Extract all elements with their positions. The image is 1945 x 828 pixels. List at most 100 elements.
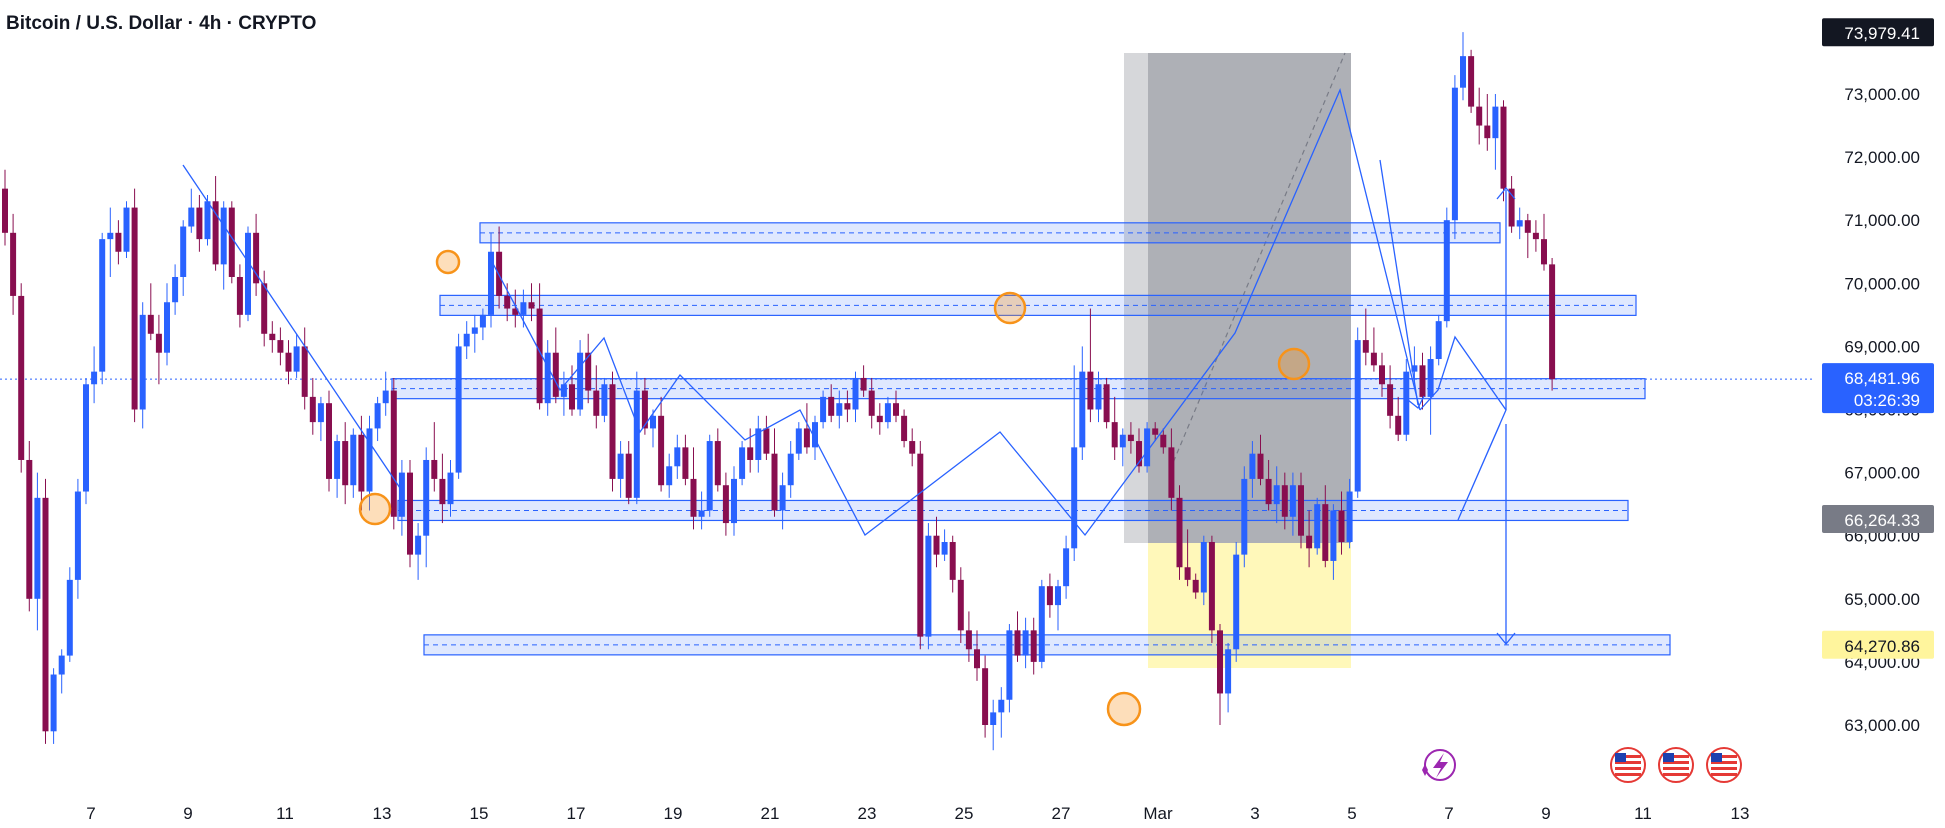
highlight-circle bbox=[358, 492, 392, 526]
candle bbox=[326, 403, 332, 479]
candle bbox=[747, 447, 754, 460]
candle bbox=[658, 415, 665, 486]
countdown-label: 03:26:39 bbox=[1854, 391, 1920, 410]
candle bbox=[1046, 586, 1053, 606]
flag-stripe bbox=[1711, 773, 1737, 776]
candle bbox=[309, 396, 316, 423]
flag-canton bbox=[1711, 753, 1722, 762]
candle bbox=[990, 712, 997, 725]
candle bbox=[269, 333, 276, 341]
zigzag-pattern bbox=[489, 87, 1421, 537]
candle bbox=[196, 207, 203, 240]
candle bbox=[58, 655, 65, 675]
candle bbox=[1144, 428, 1151, 467]
time-tick-label: 15 bbox=[470, 804, 489, 823]
sparkle bbox=[1422, 764, 1428, 776]
candle bbox=[625, 453, 632, 498]
candle bbox=[852, 377, 859, 410]
candle bbox=[739, 447, 746, 479]
candle bbox=[1127, 434, 1134, 442]
candle bbox=[18, 295, 25, 460]
candle bbox=[1427, 359, 1434, 397]
candle bbox=[1314, 504, 1321, 549]
candle bbox=[690, 478, 697, 517]
candle bbox=[1208, 542, 1215, 631]
candle bbox=[66, 579, 73, 656]
event-icons bbox=[1422, 747, 1742, 783]
candle bbox=[204, 201, 211, 240]
candle bbox=[455, 346, 462, 473]
candle bbox=[1168, 447, 1175, 498]
time-tick-label: 19 bbox=[664, 804, 683, 823]
candle bbox=[601, 384, 608, 416]
candle bbox=[228, 207, 235, 277]
candle bbox=[836, 403, 843, 416]
arrow-head-up bbox=[1496, 186, 1516, 200]
candle bbox=[844, 403, 851, 410]
candle bbox=[358, 434, 365, 492]
trendline-down bbox=[182, 164, 401, 489]
flag-stripe bbox=[1711, 755, 1737, 758]
candle bbox=[374, 403, 381, 429]
candle bbox=[1516, 220, 1523, 227]
candle bbox=[795, 428, 802, 454]
candle bbox=[1030, 630, 1037, 662]
candle bbox=[593, 390, 600, 416]
highlight-circle bbox=[1106, 691, 1142, 727]
candle bbox=[779, 485, 786, 511]
candle bbox=[447, 472, 454, 505]
candle bbox=[812, 422, 818, 448]
candle bbox=[1265, 478, 1272, 505]
time-tick-label: 27 bbox=[1052, 804, 1071, 823]
lightning-icon bbox=[1422, 749, 1456, 781]
candle bbox=[180, 226, 187, 277]
flag-canton bbox=[1663, 753, 1674, 762]
flag-stripe bbox=[1711, 767, 1737, 770]
candle bbox=[731, 478, 737, 524]
candle bbox=[1435, 321, 1442, 360]
drop-arrow-head bbox=[1407, 395, 1425, 410]
candle bbox=[1395, 415, 1402, 435]
candle bbox=[722, 485, 729, 524]
time-tick-label: 13 bbox=[1731, 804, 1750, 823]
highlight-circle bbox=[993, 291, 1027, 325]
candle bbox=[504, 295, 511, 309]
time-tick-label: 9 bbox=[183, 804, 192, 823]
candle bbox=[1152, 428, 1159, 435]
price-tick-label: 69,000.00 bbox=[1844, 337, 1920, 356]
candle bbox=[439, 478, 446, 505]
candle bbox=[2, 188, 8, 233]
price-label: 64,270.86 bbox=[1844, 637, 1920, 656]
candle bbox=[1354, 340, 1361, 492]
flag-stripe bbox=[1615, 773, 1641, 776]
candle bbox=[1079, 371, 1086, 448]
highlight-circles bbox=[358, 249, 1311, 727]
candle bbox=[1500, 106, 1507, 189]
flag-stripe bbox=[1615, 767, 1641, 770]
time-tick-label: 23 bbox=[858, 804, 877, 823]
candle bbox=[1192, 579, 1199, 593]
candle bbox=[1200, 542, 1207, 593]
candle bbox=[293, 346, 300, 372]
candle bbox=[1451, 87, 1458, 221]
candle bbox=[650, 415, 656, 429]
drop-arrow bbox=[1379, 159, 1419, 406]
candle bbox=[212, 201, 219, 265]
candle bbox=[682, 447, 689, 479]
candle bbox=[155, 333, 162, 353]
candle bbox=[479, 314, 486, 328]
time-tick-label: 21 bbox=[761, 804, 780, 823]
candle bbox=[893, 403, 899, 416]
candle bbox=[552, 352, 559, 397]
price-label-box bbox=[1822, 18, 1934, 47]
highlight-circle bbox=[435, 249, 461, 275]
candle bbox=[382, 390, 389, 404]
candle bbox=[666, 466, 673, 486]
candle bbox=[471, 327, 478, 334]
candle bbox=[236, 276, 243, 315]
candle bbox=[860, 377, 867, 391]
candle bbox=[698, 510, 705, 517]
candle bbox=[1306, 535, 1313, 549]
candle bbox=[188, 207, 195, 227]
